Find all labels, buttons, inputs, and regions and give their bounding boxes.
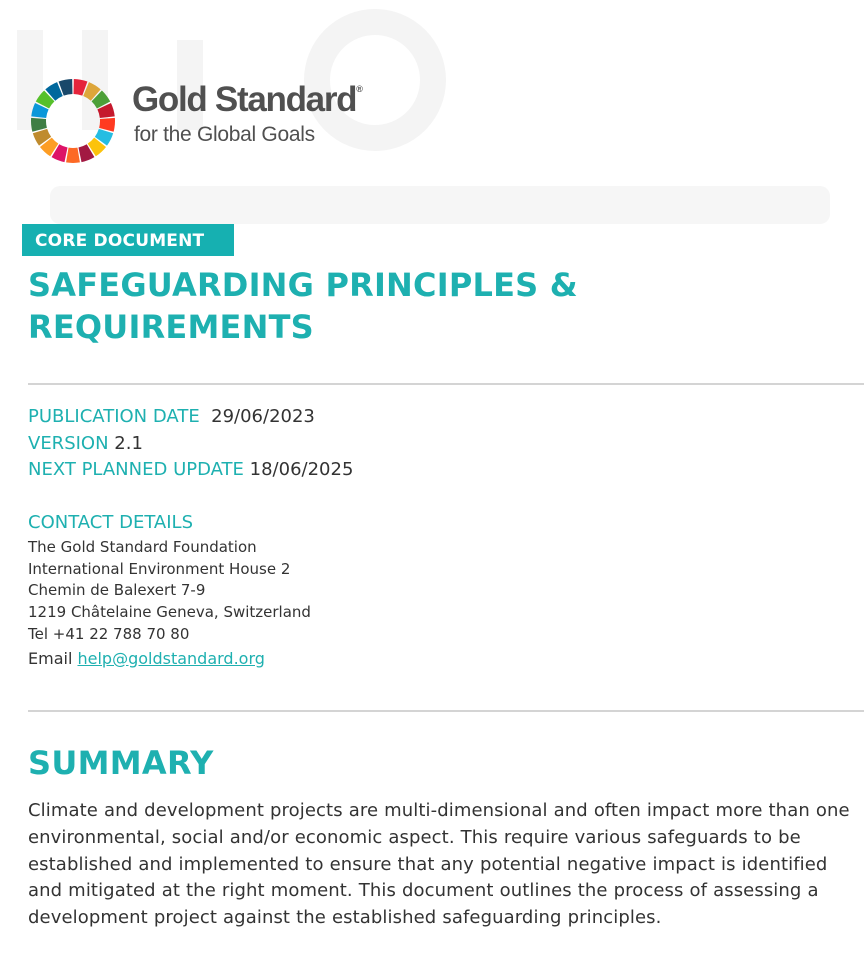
version-label: VERSION xyxy=(28,432,109,454)
next-update-row: NEXT PLANNED UPDATE 18/06/2025 xyxy=(28,457,353,484)
sdg-wheel-segment xyxy=(87,137,107,157)
contact-email-link[interactable]: help@goldstandard.org xyxy=(77,648,265,668)
sdg-wheel-segment xyxy=(97,103,115,118)
contact-email-row: Email help@goldstandard.org xyxy=(28,646,311,672)
divider-top xyxy=(28,383,864,385)
sdg-wheel-segment xyxy=(45,82,63,101)
contact-city: 1219 Châtelaine Geneva, Switzerland xyxy=(28,603,311,622)
contact-details: The Gold Standard Foundation Internation… xyxy=(28,537,311,672)
contact-street: Chemin de Balexert 7-9 xyxy=(28,581,206,600)
sdg-wheel-segment xyxy=(78,144,95,163)
document-type-badge: CORE DOCUMENT xyxy=(22,224,234,256)
sdg-wheel-segment xyxy=(66,147,80,164)
document-title-line-1: SAFEGUARDING PRINCIPLES & xyxy=(28,266,578,304)
sdg-wheel-segment xyxy=(31,103,49,118)
sdg-wheel-segment xyxy=(58,79,73,96)
document-title-line-2: REQUIREMENTS xyxy=(28,308,314,346)
contact-building: International Environment House 2 xyxy=(28,559,291,578)
summary-heading: SUMMARY xyxy=(28,744,214,782)
sdg-wheel-segment xyxy=(35,90,55,109)
next-update-label: NEXT PLANNED UPDATE xyxy=(28,459,244,480)
version-row: VERSION 2.1 xyxy=(28,431,353,458)
sdg-wheel-segment xyxy=(99,117,116,132)
contact-tel: Tel +41 22 788 70 80 xyxy=(28,624,190,643)
document-metadata: PUBLICATION DATE 29/06/2023 VERSION 2.1 … xyxy=(28,404,353,484)
sdg-wheel-segment xyxy=(94,128,114,146)
version-value: 2.1 xyxy=(114,432,143,454)
contact-heading: CONTACT DETAILS xyxy=(28,512,193,533)
contact-email-label: Email xyxy=(28,648,73,668)
summary-text: Climate and development projects are mul… xyxy=(28,800,850,929)
brand-tagline: for the Global Goals xyxy=(134,123,315,146)
sdg-wheel-segment xyxy=(32,128,52,146)
sdg-wheel-segment xyxy=(73,79,88,96)
background-watermark xyxy=(17,9,830,224)
sdg-wheel-segment xyxy=(39,137,59,157)
brand-name: Gold Standard® xyxy=(132,80,363,119)
sdg-wheel-logo xyxy=(30,79,116,164)
sdg-wheel-segment xyxy=(83,82,101,101)
document-title: SAFEGUARDING PRINCIPLES & REQUIREMENTS xyxy=(28,264,828,348)
next-update-value: 18/06/2025 xyxy=(249,459,354,480)
sdg-wheel-segment xyxy=(91,90,111,109)
contact-org: The Gold Standard Foundation xyxy=(28,538,257,556)
sdg-wheel-segment xyxy=(30,117,47,132)
publication-date-row: PUBLICATION DATE 29/06/2023 xyxy=(28,404,353,431)
publication-date-value: 29/06/2023 xyxy=(211,406,315,427)
divider-bottom xyxy=(28,710,864,712)
publication-date-label: PUBLICATION DATE xyxy=(28,406,200,427)
sdg-wheel-segment xyxy=(51,144,68,163)
